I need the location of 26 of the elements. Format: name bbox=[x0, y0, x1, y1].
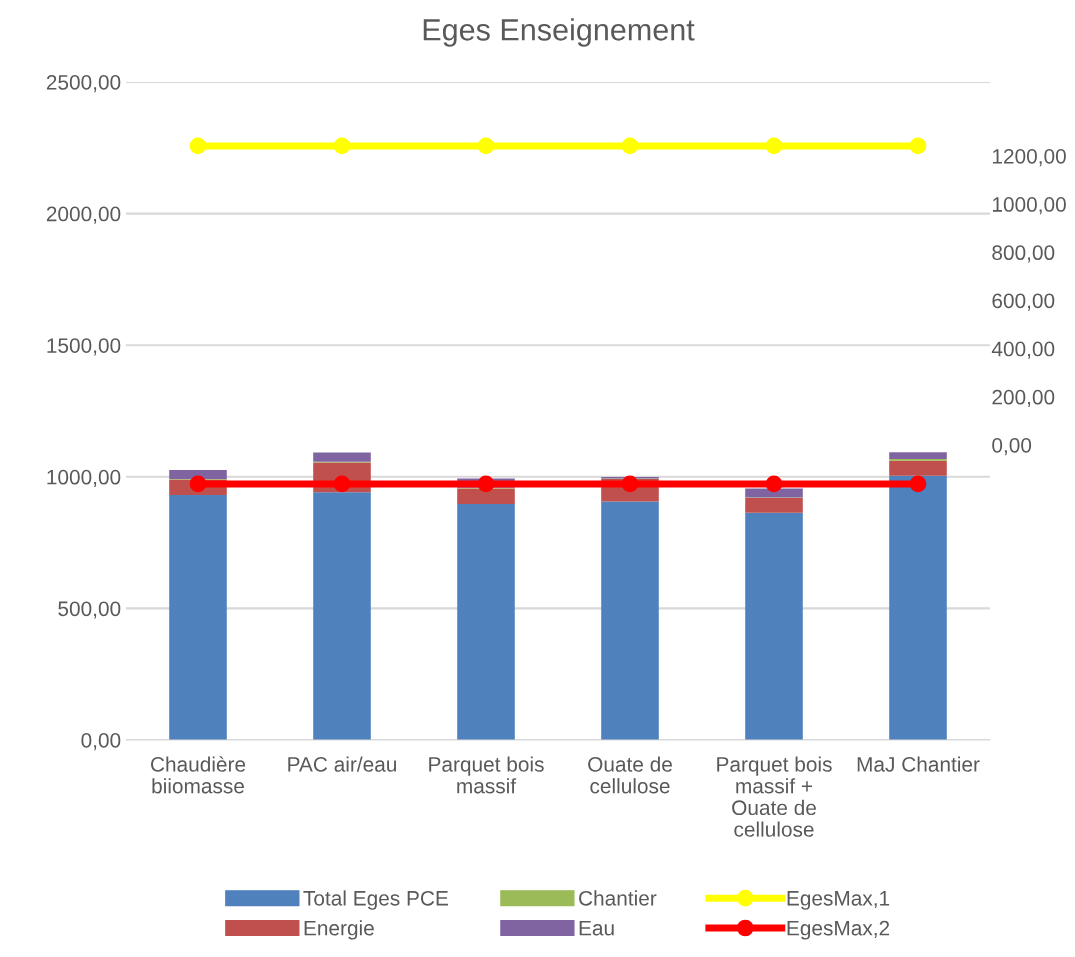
x-tick-label: MaJ Chantier bbox=[857, 756, 980, 772]
x-tick-label: PAC air/eau bbox=[288, 756, 397, 772]
y2-tick-label: 400,00 bbox=[991, 341, 1055, 359]
y2-tick-label: 0,00 bbox=[992, 437, 1032, 456]
y2-tick-label: 600,00 bbox=[992, 293, 1055, 311]
legend-label: Energie bbox=[304, 920, 374, 940]
y2-tick-label: 800,00 bbox=[992, 245, 1055, 263]
y-tick-label: 1000,00 bbox=[47, 469, 121, 488]
legend-label: Total Eges PCE bbox=[303, 890, 448, 910]
y-tick-label: 0,00 bbox=[81, 733, 121, 751]
x-tick-label: Chaudière biiomasse bbox=[151, 756, 246, 794]
legend-label: Eau bbox=[579, 920, 614, 936]
y2-tick-label: 1000,00 bbox=[992, 197, 1066, 215]
legend-label: EgesMax,1 bbox=[787, 891, 890, 910]
y2-tick-label: 200,00 bbox=[992, 389, 1055, 407]
y-tick-label: 500,00 bbox=[58, 601, 121, 619]
y-tick-label: 2000,00 bbox=[46, 206, 121, 224]
chart-title: Eges Enseignement bbox=[423, 18, 695, 47]
y2-tick-label: 1200,00 bbox=[992, 148, 1066, 167]
y-tick-label: 1500,00 bbox=[47, 338, 121, 356]
x-tick-label: Parquet bois massif + Ouate de cellulose bbox=[717, 756, 832, 837]
x-tick-label: Parquet bois massif bbox=[429, 756, 544, 794]
x-tick-label: Ouate de cellulose bbox=[588, 756, 672, 794]
y-tick-label: 2500,00 bbox=[46, 75, 121, 93]
legend-label: Chantier bbox=[579, 890, 657, 906]
legend-label: EgesMax,2 bbox=[787, 920, 890, 940]
